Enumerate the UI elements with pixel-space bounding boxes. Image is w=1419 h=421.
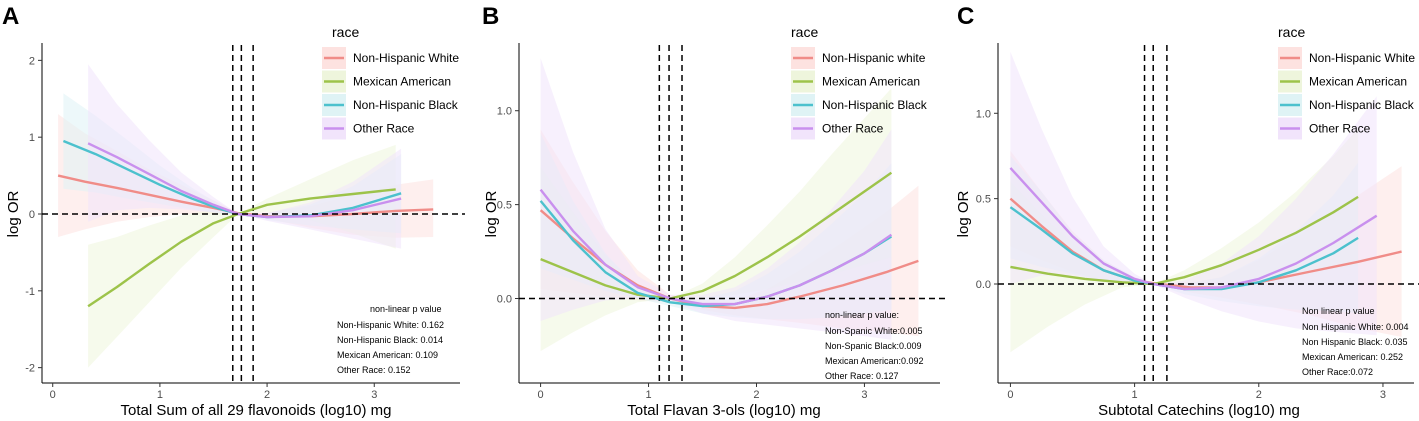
annotation-line: Other Race: 0.127 [825, 371, 899, 381]
ci-band-other-race [88, 64, 402, 249]
annotation-line: Non-Hispanic White: 0.162 [337, 320, 444, 330]
y-tick-label: 0.5 [976, 194, 991, 206]
panel-a: A 0 1 2 3 -2 -1 0 1 2 race Non-Hispanic White Mex… [2, 3, 465, 419]
x-tick-label: 2 [264, 389, 270, 401]
y-tick-label: 0.0 [497, 294, 512, 306]
legend-label: Non-Hispanic Black [822, 98, 928, 112]
annotation-title: non-linear p value [370, 304, 442, 314]
annotation-line: Non-Spanic White:0.005 [825, 326, 923, 336]
annotation-block: Non-Spanic White:0.005 Non-Spanic Black:0… [825, 326, 924, 381]
series-line-non-hispanic-black [62, 139, 402, 219]
x-tick-label: 0 [50, 389, 56, 401]
y-tick-label: 2 [29, 55, 35, 67]
annotation-title: non-linear p value: [825, 310, 899, 320]
ci-band-other-race [1010, 51, 1377, 336]
legend-label: Other Race [822, 122, 884, 136]
legend-label: Non-Hispanic White [353, 51, 459, 65]
annotation-line: Mexican American: 0.252 [1302, 352, 1403, 362]
y-tick-label: 1 [29, 132, 35, 144]
annotation-block: Non-Hispanic White: 0.162 Non-Hispanic Bl… [337, 320, 444, 375]
panel-b: B 0 1 2 3 0.0 0.5 1.0 race Non-Hispanic white M… [482, 3, 945, 419]
series-line-mexican-american [540, 171, 893, 300]
legend-title: race [791, 24, 818, 40]
x-tick-label: 2 [1256, 389, 1262, 401]
annotation-line: Non-Spanic Black:0.009 [825, 341, 922, 351]
annotation-line: Non Hispanic Black: 0.035 [1302, 337, 1408, 347]
y-tick-label: 0.5 [497, 200, 512, 212]
y-tick-label: 0.0 [976, 279, 991, 291]
y-tick-label: -1 [25, 286, 35, 298]
annotation-title: Non linear p value [1302, 306, 1375, 316]
panel-letter-a: A [2, 3, 19, 30]
x-tick-label: 3 [371, 389, 377, 401]
series-line-mexican-american [1010, 195, 1359, 286]
legend-label: Non-Hispanic Black [353, 98, 459, 112]
legend: Non-Hispanic white Mexican American Non-Hi… [791, 47, 928, 140]
annotation-block: Non Hispanic White: 0.004 Non Hispanic Bl… [1302, 322, 1409, 377]
y-axis-title: log OR [483, 190, 500, 237]
series-line-other-race [539, 188, 893, 306]
x-tick-label: 1 [1132, 389, 1138, 401]
legend-label: Mexican American [1309, 75, 1407, 89]
x-axis-title: Total Sum of all 29 flavonoids (log10) m… [121, 402, 392, 419]
x-tick-label: 0 [1007, 389, 1013, 401]
legend-label: Non-Hispanic White [1309, 51, 1415, 65]
x-axis-title: Total Flavan 3-ols (log10) mg [627, 402, 820, 419]
panel-c: C 0 1 2 3 0.0 0.5 1.0 race Non-Hispanic White M… [955, 3, 1419, 419]
ci-band-mexican-american [1010, 128, 1359, 353]
annotation-line: Non-Hispanic Black: 0.014 [337, 335, 443, 345]
x-tick-label: 2 [753, 389, 759, 401]
annotation-line: Other Race:0.072 [1302, 367, 1373, 377]
legend: Non-Hispanic White Mexican American Non-Hi… [322, 47, 459, 140]
series-line-other-race [87, 142, 402, 219]
series-line-mexican-american [87, 188, 396, 308]
x-tick-label: 1 [645, 389, 651, 401]
x-tick-label: 0 [538, 389, 544, 401]
x-tick-label: 3 [1380, 389, 1386, 401]
legend-label: Mexican American [822, 75, 920, 89]
legend-label: Other Race [1309, 122, 1371, 136]
y-tick-label: 1.0 [976, 108, 991, 120]
annotation-line: Other Race: 0.152 [337, 365, 411, 375]
panel-letter-b: B [482, 3, 499, 30]
legend-label: Mexican American [353, 75, 451, 89]
legend-title: race [332, 24, 359, 40]
y-tick-label: 1.0 [497, 106, 512, 118]
annotation-line: Non Hispanic White: 0.004 [1302, 322, 1409, 332]
annotation-line: Mexican American: 0.109 [337, 350, 438, 360]
legend-title: race [1278, 24, 1305, 40]
y-axis-title: log OR [955, 190, 972, 237]
series-line-other-race [1009, 167, 1378, 291]
legend: Non-Hispanic White Mexican American Non-Hi… [1278, 47, 1415, 140]
series-line-non-hispanic-white [1009, 197, 1402, 289]
legend-label: Non-Hispanic white [822, 51, 926, 65]
y-axis-title: log OR [5, 190, 22, 237]
ci-band-other-race [540, 58, 892, 340]
x-tick-label: 3 [861, 389, 867, 401]
x-axis-title: Subtotal Catechins (log10) mg [1098, 402, 1300, 419]
legend-label: Non-Hispanic Black [1309, 98, 1415, 112]
x-tick-label: 1 [157, 389, 163, 401]
legend-label: Other Race [353, 122, 415, 136]
panel-letter-c: C [957, 3, 974, 30]
y-tick-label: 0 [29, 209, 35, 221]
annotation-line: Mexican American:0.092 [825, 356, 924, 366]
y-tick-label: -2 [25, 363, 35, 375]
